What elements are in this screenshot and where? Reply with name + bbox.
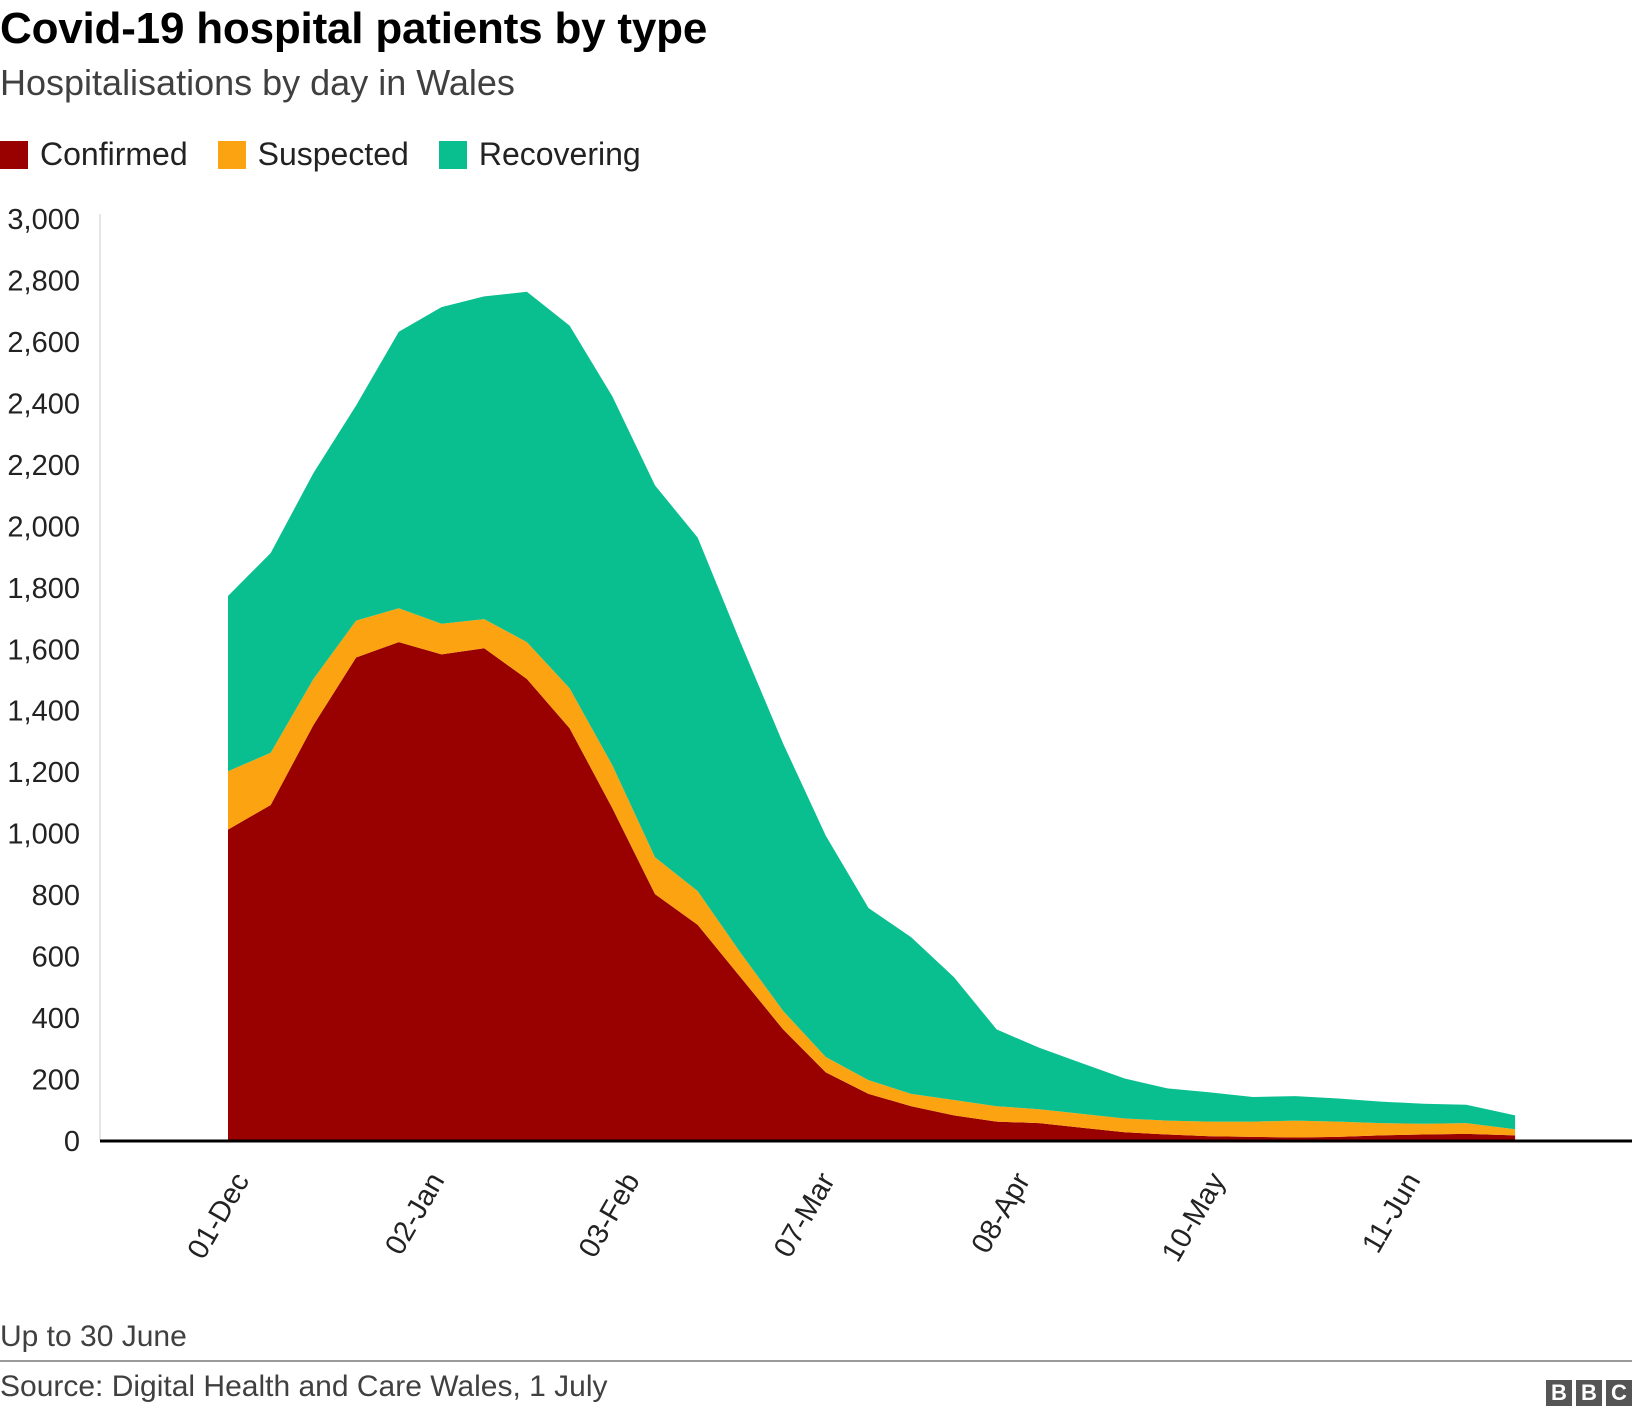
y-tick-label: 2,200 <box>7 450 80 482</box>
y-tick-label: 1,400 <box>7 696 80 728</box>
y-tick-label: 3,000 <box>7 204 80 236</box>
y-tick-label: 400 <box>32 1003 80 1035</box>
area-series-confirmed <box>228 642 1516 1140</box>
x-tick-label: 10-May <box>1156 1167 1232 1267</box>
x-tick-label: 08-Apr <box>966 1167 1037 1259</box>
divider <box>0 1360 1632 1362</box>
x-tick-label: 02-Jan <box>379 1168 451 1261</box>
y-tick-label: 1,800 <box>7 573 80 605</box>
x-tick-label: 03-Feb <box>573 1168 647 1264</box>
x-tick-label: 07-Mar <box>768 1167 842 1263</box>
legend-label-recovering: Recovering <box>478 136 641 172</box>
bbc-logo-letter: C <box>1606 1380 1632 1406</box>
source-note: Source: Digital Health and Care Wales, 1… <box>0 1370 608 1403</box>
area-series-recovering <box>228 291 1516 1130</box>
y-tick-label: 2,600 <box>7 327 80 359</box>
y-tick-label: 600 <box>32 942 80 974</box>
y-tick-label: 2,400 <box>7 388 80 420</box>
legend-swatch-suspected <box>217 140 246 169</box>
y-tick-label: 1,600 <box>7 634 80 666</box>
stacked-area-chart: 0 200 400 600 800 1,000 1,200 1,400 1,600 1,800 2,… <box>7 204 1632 1267</box>
legend-item-recovering: Recovering <box>438 136 641 173</box>
chart-subtitle: Hospitalisations by day in Wales <box>0 62 515 103</box>
y-tick-label: 200 <box>32 1065 80 1097</box>
bbc-logo-letter: B <box>1546 1380 1572 1406</box>
y-tick-label: 1,000 <box>7 819 80 851</box>
footnote: Up to 30 June <box>0 1320 187 1353</box>
legend-swatch-confirmed <box>0 140 28 169</box>
x-tick-label: 01-Dec <box>182 1168 256 1265</box>
bbc-logo: B B C <box>1542 1380 1632 1406</box>
legend-swatch-recovering <box>438 140 467 169</box>
y-tick-label: 2,800 <box>7 265 80 297</box>
chart-title: Covid-19 hospital patients by type <box>0 4 708 53</box>
legend-label-suspected: Suspected <box>257 136 409 172</box>
plot-areas <box>228 291 1516 1140</box>
x-axis: 01-Dec 02-Jan 03-Feb 07-Mar 08-Apr 10-May 11-J… <box>100 1139 1632 1267</box>
legend: Confirmed Suspected Recovering <box>0 136 671 173</box>
y-axis: 0 200 400 600 800 1,000 1,200 1,400 1,600 1,800 2,… <box>7 204 101 1158</box>
y-tick-label: 0 <box>64 1126 80 1158</box>
y-tick-label: 1,200 <box>7 757 80 789</box>
legend-item-confirmed: Confirmed <box>0 136 188 173</box>
bbc-logo-letter: B <box>1576 1380 1602 1406</box>
x-tick-label: 11-Jun <box>1356 1168 1427 1259</box>
y-tick-label: 800 <box>32 880 80 912</box>
y-tick-label: 2,000 <box>7 511 80 543</box>
legend-item-suspected: Suspected <box>217 136 409 173</box>
legend-label-confirmed: Confirmed <box>40 136 188 172</box>
